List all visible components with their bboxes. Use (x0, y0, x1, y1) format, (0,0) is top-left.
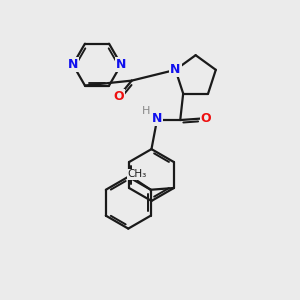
Text: N: N (152, 112, 163, 125)
Text: N: N (116, 58, 126, 71)
Text: O: O (113, 90, 124, 103)
Text: N: N (68, 58, 78, 71)
Text: CH₃: CH₃ (128, 169, 147, 179)
Text: H: H (142, 106, 150, 116)
Text: O: O (201, 112, 212, 125)
Text: N: N (170, 63, 181, 76)
